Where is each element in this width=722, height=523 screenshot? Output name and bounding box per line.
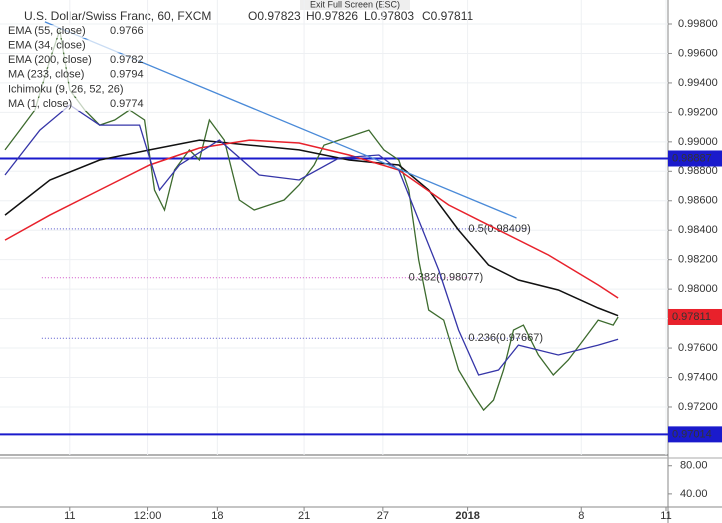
last-price-tag	[668, 308, 722, 325]
ohlc: H0.97826	[306, 9, 358, 23]
y-tick-label: 0.97200	[678, 401, 718, 413]
symbol: U.S. Dollar/Swiss Franc, 60, FXCM	[24, 9, 211, 23]
x-tick-label: 8	[578, 510, 584, 522]
legend-bg	[4, 39, 140, 53]
price-tag-label: 0.97014	[672, 428, 712, 440]
legend-bg	[4, 25, 140, 38]
ohlc: C0.97811	[422, 9, 473, 23]
y-tick-label: 0.97400	[678, 371, 718, 383]
x-tick-label: 12:00	[134, 510, 162, 522]
legend-name: Ichimoku (9, 26, 52, 26)	[8, 83, 124, 95]
fib-label: 0.5(0.98409)	[468, 223, 530, 235]
legend-bg	[4, 98, 140, 111]
y-tick-label: 0.98800	[678, 165, 718, 177]
legend-name: MA (1, close)	[8, 98, 72, 110]
legend-bg	[4, 83, 140, 97]
price-tag	[668, 426, 722, 443]
x-tick-label: 11	[64, 510, 75, 522]
legend-name: MA (233, close)	[8, 69, 84, 81]
y-tick-label: 80.00	[680, 460, 708, 472]
y-tick-label: 0.99600	[678, 47, 718, 59]
y-tick-label: 0.99200	[678, 106, 718, 118]
legend-name: EMA (55, close)	[8, 25, 86, 37]
price-tag	[668, 150, 722, 167]
price-line	[4, 29, 619, 412]
legend-value: 0.9766	[110, 25, 144, 37]
x-tick-label: 21	[298, 510, 310, 522]
y-tick-label: 0.98200	[678, 254, 718, 266]
last-price-label: 0.97811	[672, 311, 711, 323]
y-tick-label: 0.99400	[678, 77, 718, 89]
exit-fullscreen[interactable]	[300, 0, 410, 10]
price-line	[4, 139, 619, 299]
y-tick-label: 0.98000	[678, 283, 718, 295]
legend-bg	[4, 68, 140, 82]
legend-value: 0.9774	[110, 98, 144, 110]
fib-label: 0.382(0.98077)	[409, 272, 484, 284]
price-line	[4, 104, 619, 376]
y-tick-label: 0.98600	[678, 195, 718, 207]
ohlc: O0.97823	[248, 9, 301, 23]
price-tag-label: 0.98887	[672, 152, 712, 164]
x-tick-label: 27	[377, 510, 389, 522]
y-tick-label: 40.00	[680, 488, 708, 500]
legend-name: EMA (34, close)	[8, 40, 86, 52]
legend-name: EMA (200, close)	[8, 54, 92, 66]
x-tick-label: 11	[660, 510, 671, 522]
legend-value: 0.9782	[110, 54, 144, 66]
ohlc: L0.97803	[364, 9, 414, 23]
legend-bg	[4, 54, 140, 68]
y-tick-label: 0.98400	[678, 224, 718, 236]
exit-fullscreen-text[interactable]: Exit Full Screen (ESC)	[310, 0, 400, 9]
x-tick-label: 18	[211, 510, 223, 522]
y-tick-label: 0.99800	[678, 18, 718, 30]
x-tick-label: 2018	[455, 510, 479, 522]
y-tick-label: 0.99000	[678, 136, 718, 148]
y-tick-label: 0.97600	[678, 342, 718, 354]
fib-label: 0.236(0.97667)	[468, 332, 543, 344]
legend-value: 0.9794	[110, 69, 144, 81]
